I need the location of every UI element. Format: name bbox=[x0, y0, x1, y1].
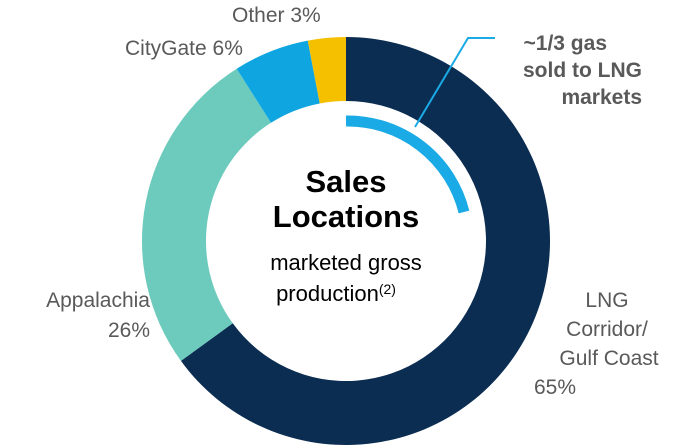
value-label: 65% bbox=[534, 376, 576, 399]
donut-segment bbox=[307, 37, 346, 104]
category-name: Corridor/ bbox=[566, 318, 648, 341]
segment-label: Other 3% bbox=[232, 4, 321, 27]
value-label: 6% bbox=[207, 37, 243, 60]
center-title: Sales Locations bbox=[273, 164, 419, 234]
category-name: CityGate bbox=[125, 37, 207, 60]
donut-segment bbox=[142, 68, 271, 361]
lng-arc bbox=[345, 115, 470, 214]
segment-label: CityGate 6% bbox=[125, 37, 243, 60]
category-name: Appalachia bbox=[46, 289, 150, 312]
value-label: 26% bbox=[108, 319, 150, 342]
donut-segment bbox=[180, 37, 550, 445]
annotation: ~1/3 gas sold to LNG markets bbox=[523, 32, 642, 109]
center-subtitle: production(2) bbox=[276, 281, 396, 306]
category-name: Gulf Coast bbox=[559, 347, 658, 370]
labels: LNG Corridor/Gulf Coast 65% Appalachia 26% Ci… bbox=[46, 4, 659, 399]
category-name: LNG bbox=[585, 289, 628, 312]
donut bbox=[142, 37, 550, 445]
donut-segment bbox=[236, 40, 320, 123]
value-label: 3% bbox=[285, 4, 321, 27]
annotation-line bbox=[414, 37, 495, 128]
center-subtitle: marketed gross bbox=[270, 250, 422, 275]
category-name: Other bbox=[232, 4, 285, 27]
